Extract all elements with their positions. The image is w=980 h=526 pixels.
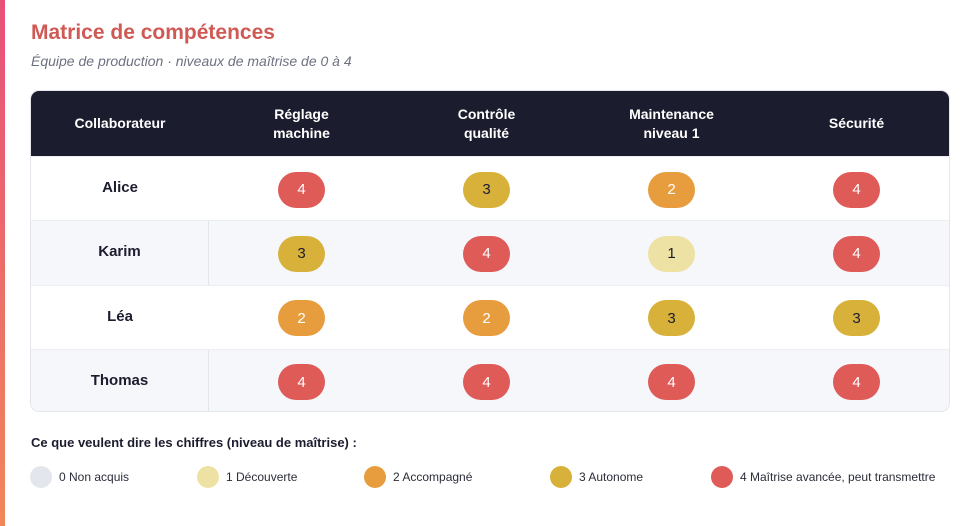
legend-swatch [550,466,572,488]
accent-bar [0,0,5,526]
column-header-securite: Sécurité [828,115,885,131]
legend-swatch [30,466,52,488]
level-badge: 3 [463,171,510,208]
legend-label: 3 Autonome [579,470,644,484]
legend-item-level-3: 3 Autonome [550,466,643,488]
table-row: Alice 4 3 2 4 [31,156,949,220]
level-badge: 2 [648,171,695,208]
level-badge: 3 [278,235,325,272]
legend: 0 Non acquis 1 Découverte 2 Accompagné 3… [30,466,960,490]
level-badge: 3 [648,300,695,337]
table-row: Léa 2 2 3 3 [31,284,949,349]
legend-swatch [197,466,219,488]
legend-label: 4 Maîtrise avancée, peut transmettre [740,470,936,484]
legend-label: 1 Découverte [226,470,298,484]
level-badge: 4 [833,171,880,208]
legend-item-level-4: 4 Maîtrise avancée, peut transmettre [711,466,935,488]
level-badge: 4 [278,171,325,208]
legend-swatch [711,466,733,488]
column-header-maintenance: Maintenance niveau 1 [629,105,714,141]
legend-item-level-2: 2 Accompagné [364,466,472,488]
collaborator-name: Alice [102,179,138,197]
page-subtitle: Équipe de production · niveaux de maîtri… [31,53,352,69]
level-badge: 2 [278,300,325,337]
matrix-header: Collaborateur Réglage machine Contrôle q… [31,91,949,156]
legend-swatch [364,466,386,488]
skills-matrix: Collaborateur Réglage machine Contrôle q… [30,90,950,412]
level-badge: 4 [833,235,880,272]
level-badge: 1 [648,235,695,272]
legend-label: 2 Accompagné [393,470,473,484]
level-badge: 4 [463,364,510,401]
level-badge: 4 [463,235,510,272]
level-badge: 2 [463,300,510,337]
page-title: Matrice de compétences [31,21,275,44]
level-badge: 4 [648,364,695,401]
legend-title: Ce que veulent dire les chiffres (niveau… [31,435,357,450]
column-header-reglage-machine: Réglage machine [273,105,330,141]
table-row: Karim 3 4 1 4 [31,220,949,285]
collaborator-name: Karim [31,221,209,285]
collaborator-name: Léa [107,307,133,325]
level-badge: 3 [833,300,880,337]
legend-item-level-1: 1 Découverte [197,466,297,488]
column-header-controle-qualite: Contrôle qualité [457,105,516,141]
table-row: Thomas 4 4 4 4 [31,348,949,411]
level-badge: 4 [278,364,325,401]
level-badge: 4 [833,364,880,401]
legend-label: 0 Non acquis [59,470,130,484]
collaborator-name: Thomas [31,349,209,411]
column-header-collaborateur: Collaborateur [74,115,166,131]
legend-item-level-0: 0 Non acquis [30,466,129,488]
